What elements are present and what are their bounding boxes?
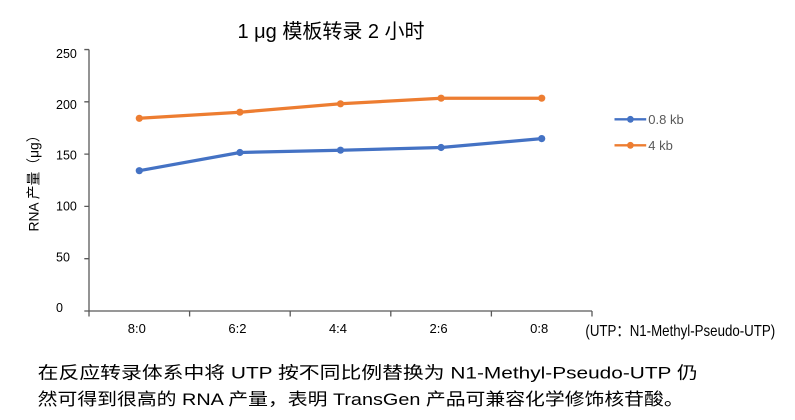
svg-text:150: 150 [56,149,77,163]
svg-text:0.8 kb: 0.8 kb [648,112,683,127]
svg-text:200: 200 [56,98,77,112]
svg-text:0: 0 [56,301,63,315]
svg-text:50: 50 [56,250,70,264]
svg-text:然可得到很高的 RNA 产量，表明 TransGen 产品可: 然可得到很高的 RNA 产量，表明 TransGen 产品可兼容化学修饰核苷酸。 [38,390,684,409]
svg-text:100: 100 [56,200,77,214]
svg-text:0:8: 0:8 [530,321,548,336]
svg-text:4 kb: 4 kb [648,138,673,153]
svg-text:6:2: 6:2 [228,321,246,336]
svg-text:1 μg 模板转录 2 小时: 1 μg 模板转录 2 小时 [237,20,424,43]
svg-text:(UTP：N1-Methyl-Pseudo-UTP): (UTP：N1-Methyl-Pseudo-UTP) [585,323,775,340]
svg-text:8:0: 8:0 [128,321,146,336]
svg-text:4:4: 4:4 [329,321,347,336]
svg-text:在反应转录体系中将 UTP 按不同比例替换为 N1-Meth: 在反应转录体系中将 UTP 按不同比例替换为 N1-Methyl-Pseudo-… [38,364,698,383]
svg-text:2:6: 2:6 [430,321,448,336]
svg-text:250: 250 [56,47,77,61]
svg-text:RNA 产量（μg）: RNA 产量（μg） [26,129,42,232]
